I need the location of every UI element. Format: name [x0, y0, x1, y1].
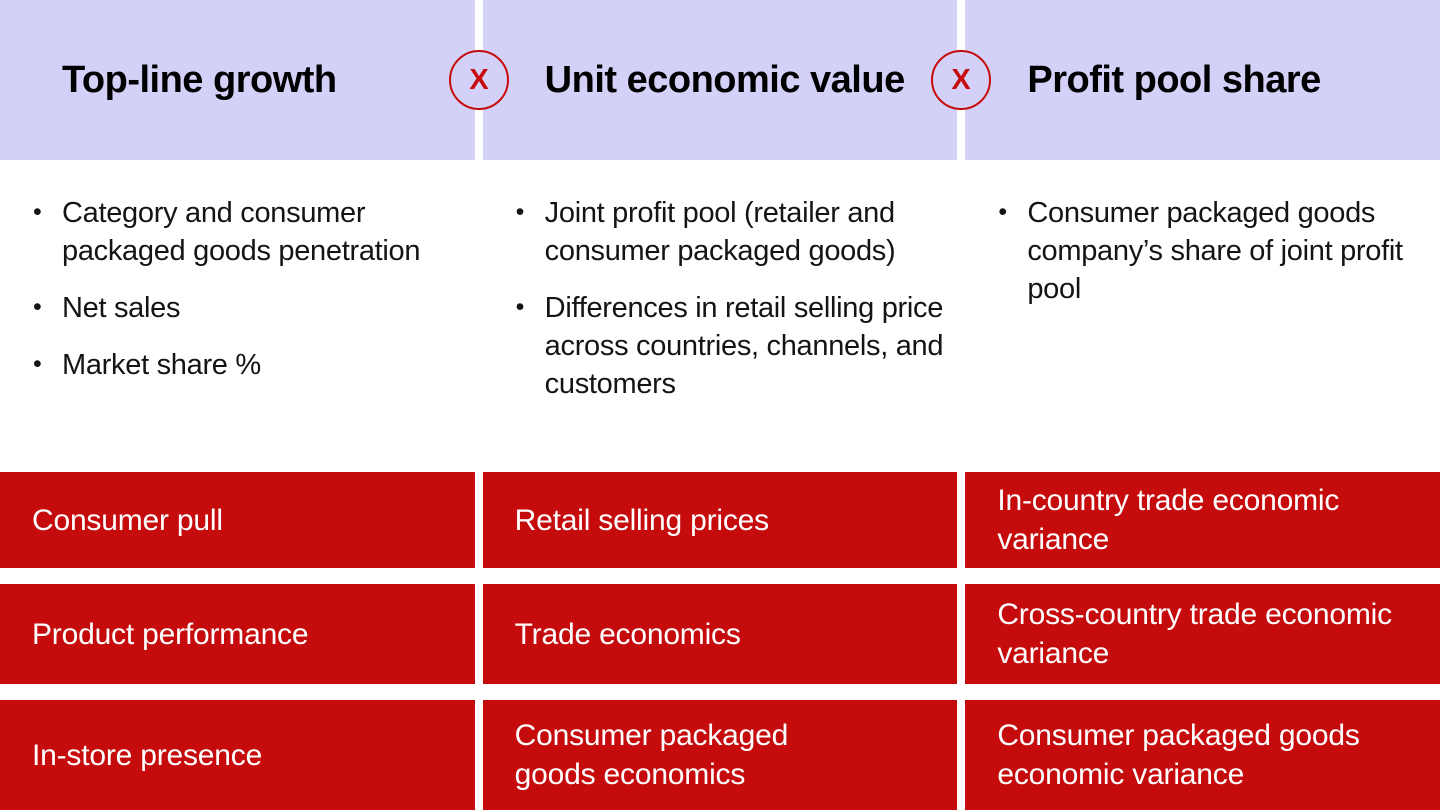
- driver-cell-in-country-trade-economic-variance: In-country trade economic variance: [965, 472, 1440, 568]
- metric-item: Joint profit pool (retailer and consumer…: [516, 193, 952, 270]
- driver-row-2: Product performance Trade economics Cros…: [0, 584, 1440, 684]
- column-header-label: Profit pool share: [1027, 58, 1321, 101]
- metric-item: Differences in retail selling price acro…: [516, 288, 952, 403]
- column-header-label: Top-line growth: [62, 58, 337, 101]
- driver-cell-product-performance: Product performance: [0, 584, 475, 684]
- driver-label: Consumer packaged goods economic varianc…: [997, 719, 1360, 791]
- driver-label: Trade economics: [514, 617, 741, 651]
- driver-cell-consumer-packaged-goods-economics: Consumer packaged goods economics: [482, 700, 958, 810]
- header-row: Top-line growth Unit economic value Prof…: [0, 0, 1440, 160]
- driver-cell-retail-selling-prices: Retail selling prices: [482, 472, 958, 568]
- multiply-symbol: X: [469, 63, 489, 96]
- driver-label: Retail selling prices: [514, 503, 769, 537]
- metric-list-unit-economic-value: Joint profit pool (retailer and consumer…: [483, 160, 958, 472]
- multiply-icon: X: [449, 50, 509, 110]
- column-header-label: Unit economic value: [544, 58, 906, 101]
- driver-cell-cross-country-trade-economic-variance: Cross-country trade economic variance: [965, 584, 1440, 684]
- driver-cell-in-store-presence: In-store presence: [0, 700, 475, 810]
- driver-label: Consumer pull: [32, 503, 223, 537]
- driver-cell-trade-economics: Trade economics: [482, 584, 958, 684]
- driver-row-3: In-store presence Consumer packaged good…: [0, 700, 1440, 810]
- driver-row-1: Consumer pull Retail selling prices In-c…: [0, 472, 1440, 568]
- metric-list-top-line-growth: Category and consumer packaged goods pen…: [0, 160, 475, 472]
- driver-cell-consumer-packaged-goods-economic-variance: Consumer packaged goods economic varianc…: [965, 700, 1440, 810]
- driver-label: In-store presence: [32, 738, 263, 772]
- driver-label: In-country trade economic variance: [997, 484, 1340, 556]
- metric-item: Consumer packaged goods company’s share …: [998, 193, 1434, 308]
- metric-item: Net sales: [33, 288, 469, 327]
- metrics-row: Category and consumer packaged goods pen…: [0, 160, 1440, 472]
- driver-label: Consumer packaged goods economics: [514, 719, 789, 791]
- multiply-symbol: X: [951, 63, 971, 96]
- metric-list-profit-pool-share: Consumer packaged goods company’s share …: [965, 160, 1440, 472]
- driver-label: Cross-country trade economic variance: [997, 598, 1392, 670]
- column-header-profit-pool-share: Profit pool share: [965, 0, 1440, 160]
- driver-cell-consumer-pull: Consumer pull: [0, 472, 475, 568]
- metric-item: Category and consumer packaged goods pen…: [33, 193, 469, 270]
- driver-label: Product performance: [32, 617, 309, 651]
- multiply-icon: X: [931, 50, 991, 110]
- column-header-unit-economic-value: Unit economic value: [482, 0, 958, 160]
- metric-item: Market share %: [33, 345, 469, 384]
- column-header-top-line-growth: Top-line growth: [0, 0, 475, 160]
